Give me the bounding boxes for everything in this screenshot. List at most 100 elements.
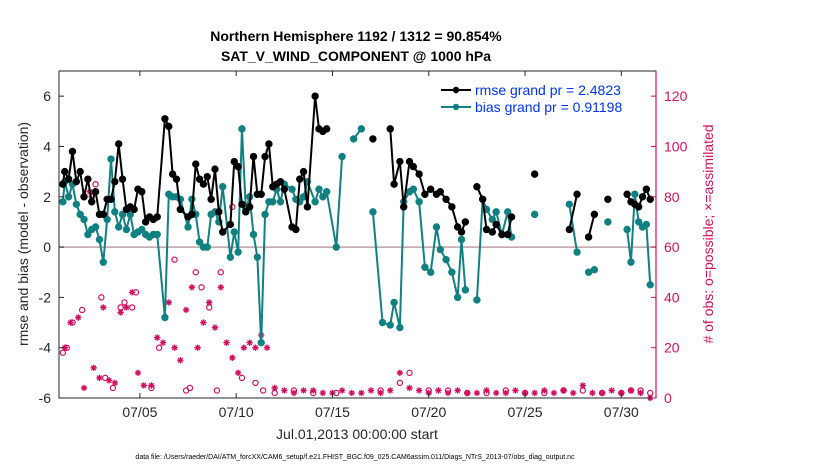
rmse-line <box>568 194 579 230</box>
bias-marker <box>409 185 418 193</box>
obs-assimilated-marker <box>281 387 288 394</box>
obs-assimilated-marker <box>171 344 178 351</box>
rmse-marker <box>299 167 308 176</box>
rmse-marker <box>72 177 81 186</box>
chart-title: Northern Hemisphere 1192 / 1312 = 90.854… <box>210 28 502 44</box>
rmse-marker <box>311 92 319 100</box>
bias-marker <box>203 243 211 251</box>
y-tick-label-right: 40 <box>664 289 680 305</box>
obs-assimilated-marker <box>550 389 558 397</box>
bias-marker <box>623 225 631 234</box>
bias-marker <box>386 321 394 329</box>
rmse-marker <box>107 195 115 203</box>
rmse-marker <box>130 205 138 214</box>
rmse-marker <box>230 157 238 166</box>
x-tick-label: 07/10 <box>219 404 254 420</box>
rmse-marker <box>409 162 418 171</box>
bias-marker <box>421 263 429 271</box>
y-tick-label-right: 120 <box>664 88 688 104</box>
y-tick-label-left: 6 <box>43 88 51 104</box>
obs-assimilated-marker <box>111 379 119 387</box>
rmse-marker <box>473 183 481 191</box>
obs-assimilated-marker <box>396 369 404 377</box>
obs-assimilated-marker <box>263 344 271 351</box>
bias-marker <box>261 210 269 219</box>
rmse-marker <box>492 220 500 229</box>
obs-assimilated-marker <box>637 389 644 397</box>
bias-marker <box>369 208 377 216</box>
bias-marker <box>115 223 123 231</box>
bias-marker <box>530 210 539 219</box>
obs-assimilated-marker <box>240 344 248 351</box>
obs-assimilated-marker <box>165 299 172 306</box>
obs-assimilated-marker <box>435 387 442 394</box>
rmse-marker <box>457 228 466 236</box>
obs-assimilated-marker <box>229 354 236 361</box>
rmse-marker <box>453 223 462 231</box>
obs-assimilated-marker <box>252 344 259 351</box>
obs-assimilated-marker <box>194 344 201 351</box>
rmse-marker <box>242 208 250 216</box>
y-tick-label-right: 80 <box>664 189 680 205</box>
bias-marker <box>646 281 654 289</box>
rmse-marker <box>59 180 67 188</box>
bias-marker <box>80 215 88 224</box>
y-tick-label-left: -6 <box>39 390 52 406</box>
rmse-marker <box>488 228 497 236</box>
bias-marker <box>226 253 235 261</box>
obs-assimilated-marker <box>128 289 136 296</box>
bias-marker <box>415 198 423 206</box>
obs-assimilated-marker <box>569 389 577 397</box>
rmse-marker <box>218 228 227 236</box>
bias-marker <box>276 198 285 206</box>
y-tick-label-right: 100 <box>664 138 688 154</box>
rmse-marker <box>153 213 161 221</box>
rmse-marker <box>226 220 235 229</box>
obs-assimilated-marker <box>502 389 509 397</box>
obs-assimilated-marker <box>159 339 167 346</box>
rmse-marker <box>115 140 123 148</box>
rmse-marker <box>303 203 312 211</box>
obs-assimilated-marker <box>541 387 548 394</box>
rmse-marker <box>276 177 285 186</box>
rmse-marker <box>76 167 84 176</box>
x-tick-label: 07/20 <box>411 404 446 420</box>
rmse-marker <box>68 147 77 156</box>
rmse-marker <box>642 185 651 193</box>
obs-assimilated-marker <box>182 306 190 314</box>
obs-possible-marker <box>213 387 221 394</box>
bias-marker <box>492 208 500 216</box>
bias-marker <box>195 238 204 246</box>
rmse-marker <box>565 225 574 234</box>
rmse-marker <box>195 175 204 183</box>
bias-marker <box>288 185 296 193</box>
obs-assimilated-marker <box>271 384 278 392</box>
y-tick-label-left: 0 <box>43 239 51 255</box>
bias-marker <box>349 135 358 143</box>
rmse-marker <box>215 208 223 216</box>
bias-marker <box>473 296 481 304</box>
obs-assimilated-marker <box>148 382 155 389</box>
bias-marker <box>461 286 470 294</box>
rmse-marker <box>88 198 96 206</box>
bias-marker <box>457 235 466 244</box>
rmse-marker <box>604 195 612 203</box>
rmse-marker <box>176 205 185 214</box>
obs-assimilated-marker <box>211 324 219 331</box>
bias-marker <box>634 218 643 226</box>
rmse-marker <box>199 180 208 188</box>
obs-assimilated-marker <box>290 389 298 397</box>
rmse-marker <box>165 122 173 131</box>
bias-line <box>371 187 467 328</box>
bias-marker <box>161 313 169 322</box>
obs-possible-marker <box>252 379 259 387</box>
obs-assimilated-marker <box>377 389 384 397</box>
rmse-marker <box>211 165 219 173</box>
obs-assimilated-marker <box>67 319 74 326</box>
obs-assimilated-marker <box>206 299 213 306</box>
bias-marker <box>604 218 612 226</box>
bias-marker <box>76 210 84 219</box>
rmse-marker <box>478 195 487 203</box>
obs-possible-marker <box>186 384 194 392</box>
